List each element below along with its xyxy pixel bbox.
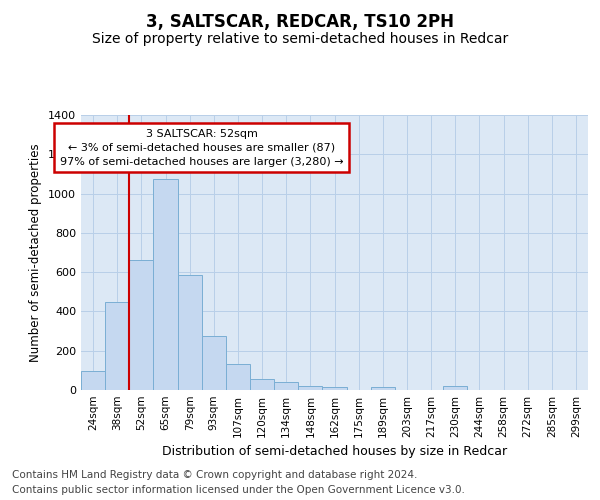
Bar	[81, 372, 105, 390]
Bar	[274, 382, 298, 390]
Bar	[178, 275, 202, 390]
Bar	[298, 386, 322, 390]
Y-axis label: Number of semi-detached properties: Number of semi-detached properties	[29, 143, 43, 362]
Bar	[371, 387, 395, 390]
Text: 3, SALTSCAR, REDCAR, TS10 2PH: 3, SALTSCAR, REDCAR, TS10 2PH	[146, 12, 454, 30]
Bar	[443, 386, 467, 390]
Bar	[202, 336, 226, 390]
Bar	[105, 302, 129, 390]
Text: Contains HM Land Registry data © Crown copyright and database right 2024.: Contains HM Land Registry data © Crown c…	[12, 470, 418, 480]
Bar	[250, 379, 274, 390]
Bar	[322, 387, 347, 390]
X-axis label: Distribution of semi-detached houses by size in Redcar: Distribution of semi-detached houses by …	[162, 446, 507, 458]
Bar	[129, 260, 154, 390]
Bar	[226, 364, 250, 390]
Text: Contains public sector information licensed under the Open Government Licence v3: Contains public sector information licen…	[12, 485, 465, 495]
Text: 3 SALTSCAR: 52sqm
← 3% of semi-detached houses are smaller (87)
97% of semi-deta: 3 SALTSCAR: 52sqm ← 3% of semi-detached …	[60, 128, 344, 167]
Text: Size of property relative to semi-detached houses in Redcar: Size of property relative to semi-detach…	[92, 32, 508, 46]
Bar	[154, 179, 178, 390]
